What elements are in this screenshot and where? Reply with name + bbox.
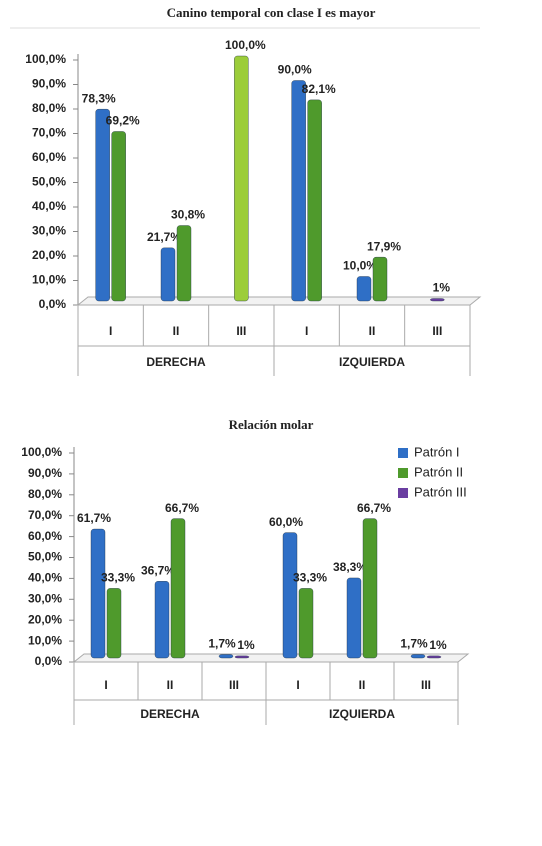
legend-swatch [398, 448, 408, 458]
y-tick-label: 100,0% [21, 445, 62, 459]
bar [90, 528, 106, 659]
chart-title: Relación molar [229, 417, 314, 432]
legend-label: Patrón II [414, 464, 463, 479]
bar [160, 247, 176, 302]
x-tick-label: II [369, 324, 376, 338]
bar [176, 225, 192, 302]
value-label: 1% [433, 281, 451, 295]
value-label: 10,0% [343, 259, 377, 273]
bar [307, 99, 322, 302]
value-label: 36,7% [141, 563, 175, 577]
value-label: 21,7% [147, 230, 181, 244]
bar [234, 55, 249, 302]
x-tick-label: I [104, 678, 107, 692]
value-label: 66,7% [357, 501, 391, 515]
value-label: 38,3% [333, 560, 367, 574]
x-tick-label: II [167, 678, 174, 692]
value-label: 1,7% [400, 637, 428, 651]
bar [111, 131, 126, 302]
bar [356, 276, 372, 302]
value-label: 82,1% [302, 82, 336, 96]
bar [410, 654, 426, 659]
y-tick-label: 50,0% [28, 550, 62, 564]
bar [218, 654, 234, 659]
x-tick-label: III [421, 678, 431, 692]
y-tick-label: 70,0% [32, 126, 66, 140]
y-tick-label: 0,0% [35, 654, 63, 668]
value-label: 1% [429, 638, 447, 652]
bar [426, 655, 442, 659]
floor [76, 296, 482, 306]
bar [372, 256, 388, 302]
bar [430, 298, 445, 302]
group-label: DERECHA [140, 707, 200, 721]
value-label: 69,2% [106, 114, 140, 128]
value-label: 90,0% [278, 63, 312, 77]
y-tick-label: 0,0% [39, 297, 67, 311]
y-tick-label: 40,0% [32, 199, 66, 213]
y-tick-label: 70,0% [28, 508, 62, 522]
bar [154, 581, 170, 659]
value-label: 33,3% [293, 571, 327, 585]
y-tick-label: 60,0% [28, 529, 62, 543]
y-tick-label: 50,0% [32, 175, 66, 189]
value-label: 78,3% [82, 91, 116, 105]
bar [234, 655, 250, 659]
x-tick-label: III [236, 324, 246, 338]
y-tick-label: 30,0% [28, 591, 62, 605]
group-label: DERECHA [146, 355, 206, 369]
floor [72, 653, 470, 663]
y-tick-label: 30,0% [32, 224, 66, 238]
y-tick-label: 80,0% [32, 101, 66, 115]
y-tick-label: 10,0% [32, 273, 66, 287]
value-label: 30,8% [171, 208, 205, 222]
x-tick-label: III [229, 678, 239, 692]
value-label: 1% [237, 638, 255, 652]
value-label: 60,0% [269, 515, 303, 529]
x-tick-label: I [305, 324, 308, 338]
legend-label: Patrón III [414, 484, 467, 499]
x-tick-label: II [359, 678, 366, 692]
value-label: 66,7% [165, 501, 199, 515]
bar [298, 588, 314, 659]
bar [346, 577, 362, 659]
bar [282, 532, 298, 659]
legend-swatch [398, 468, 408, 478]
y-tick-label: 90,0% [28, 466, 62, 480]
value-label: 17,9% [367, 239, 401, 253]
bar [106, 588, 122, 659]
y-tick-label: 20,0% [32, 248, 66, 262]
y-tick-label: 20,0% [28, 612, 62, 626]
x-tick-label: II [173, 324, 180, 338]
y-tick-label: 40,0% [28, 571, 62, 585]
value-label: 1,7% [208, 637, 236, 651]
x-tick-label: I [109, 324, 112, 338]
value-label: 61,7% [77, 511, 111, 525]
legend-label: Patrón I [414, 444, 460, 459]
value-label: 100,0% [225, 38, 266, 52]
bar [95, 108, 110, 302]
chart-title: Canino temporal con clase I es mayor [167, 5, 376, 20]
y-tick-label: 60,0% [32, 150, 66, 164]
legend-swatch [398, 488, 408, 498]
bar [362, 518, 378, 659]
y-tick-label: 100,0% [25, 52, 66, 66]
y-tick-label: 10,0% [28, 633, 62, 647]
y-tick-label: 90,0% [32, 77, 66, 91]
x-tick-label: I [296, 678, 299, 692]
group-label: IZQUIERDA [329, 707, 395, 721]
bar [291, 80, 306, 302]
value-label: 33,3% [101, 571, 135, 585]
x-tick-label: III [432, 324, 442, 338]
y-tick-label: 80,0% [28, 487, 62, 501]
group-label: IZQUIERDA [339, 355, 405, 369]
bar [170, 518, 186, 659]
